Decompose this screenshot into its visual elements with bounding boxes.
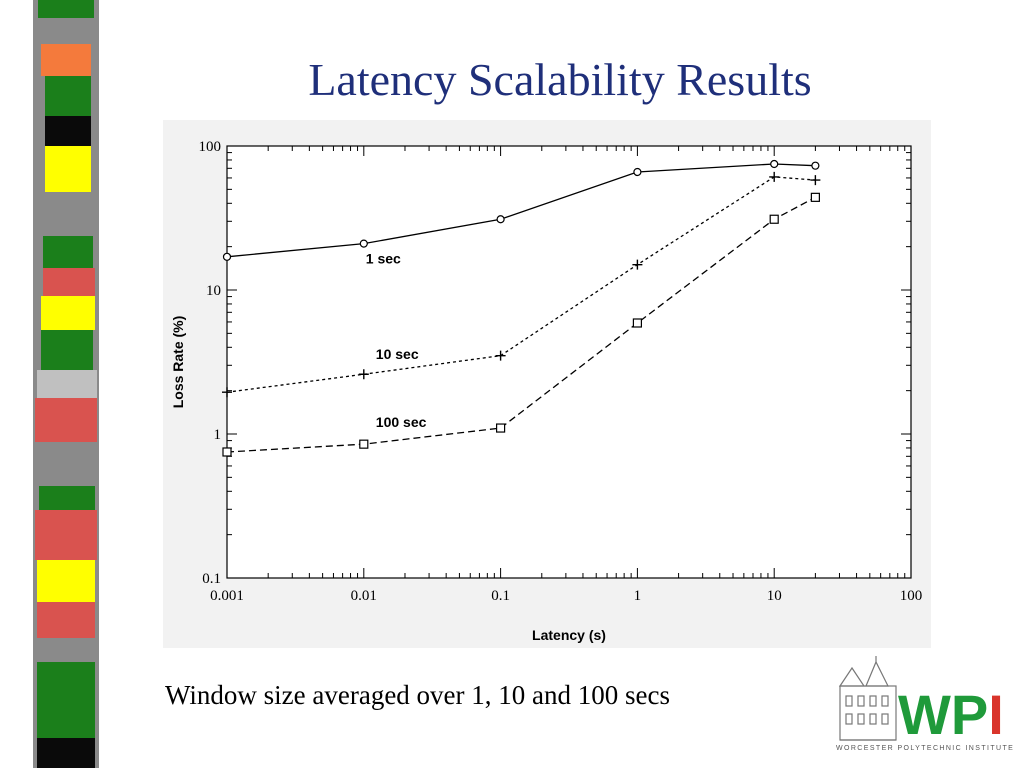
y-axis-label: Loss Rate (%) [170,316,186,409]
series-label: 10 sec [376,346,419,362]
wpi-logo-letter: P [951,683,988,746]
slide-title: Latency Scalability Results [308,54,812,105]
x-tick-label: 0.1 [491,588,510,604]
data-point-square [769,214,779,224]
wpi-building-icon [838,656,897,741]
x-tick-label: 100 [900,588,923,604]
y-tick-label: 0.1 [202,571,221,587]
decorative-side-strip [33,0,99,768]
x-tick-label: 1 [634,588,642,604]
loss-rate-chart: 0.001 0.01 0.1 1 10 100 0.1 1 10 100 Latency (s) Lo… [170,139,923,643]
series-label: 100 sec [376,414,427,430]
data-point-plus [495,350,506,361]
data-point-square [359,439,369,449]
plot-frame [226,145,912,579]
chart-panel: 0.001 0.01 0.1 1 10 100 0.1 1 10 100 Latency (s) Lo… [163,120,931,648]
series-line [226,163,816,258]
x-tick-label: 10 [767,588,782,604]
slide-caption: Window size averaged over 1, 10 and 100 … [165,680,670,710]
y-tick-label: 100 [199,139,222,155]
data-point-plus [769,171,780,182]
series-label: 1 sec [366,251,401,267]
data-point-circle [222,252,232,261]
data-point-square [810,192,820,202]
wpi-logo: WPI [838,656,1004,746]
y-tick-label: 1 [214,427,222,443]
data-point-circle [496,215,505,224]
series-line [226,176,816,393]
data-point-circle [770,159,779,169]
wpi-logo-letter: W [898,683,951,746]
series-line [226,196,816,453]
x-tick-label: 0.001 [210,588,244,604]
wpi-logo-text: WPI [898,683,1004,746]
wpi-logo-letter: I [988,683,1004,746]
x-axis-label: Latency (s) [532,627,606,643]
data-point-plus [222,387,232,398]
data-point-circle [359,239,368,248]
data-point-square [632,318,642,328]
y-tick-label: 10 [206,283,221,299]
data-point-square [496,423,506,433]
data-point-circle [633,167,642,177]
x-tick-label: 0.01 [351,588,377,604]
data-point-circle [811,161,820,170]
data-point-square [222,447,232,457]
wpi-logo-subtitle: WORCESTER POLYTECHNIC INSTITUTE [836,745,1015,752]
data-point-plus [632,259,643,270]
data-point-plus [810,175,821,186]
data-point-plus [358,369,369,380]
